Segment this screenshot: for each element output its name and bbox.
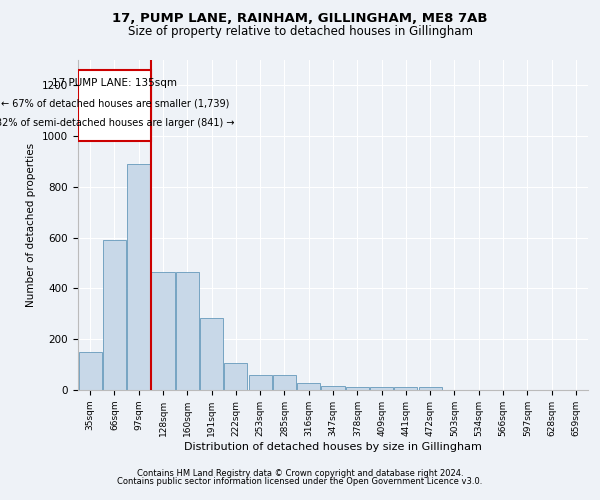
Bar xyxy=(273,375,296,390)
Bar xyxy=(103,240,126,390)
Bar xyxy=(346,387,369,390)
Text: Contains HM Land Registry data © Crown copyright and database right 2024.: Contains HM Land Registry data © Crown c… xyxy=(137,468,463,477)
Text: 17, PUMP LANE, RAINHAM, GILLINGHAM, ME8 7AB: 17, PUMP LANE, RAINHAM, GILLINGHAM, ME8 … xyxy=(112,12,488,26)
Text: ← 67% of detached houses are smaller (1,739): ← 67% of detached houses are smaller (1,… xyxy=(1,98,229,108)
Text: Size of property relative to detached houses in Gillingham: Size of property relative to detached ho… xyxy=(128,25,473,38)
Bar xyxy=(79,352,101,390)
Bar xyxy=(176,272,199,390)
Text: 17 PUMP LANE: 135sqm: 17 PUMP LANE: 135sqm xyxy=(52,78,178,88)
Bar xyxy=(127,164,150,390)
Text: 32% of semi-detached houses are larger (841) →: 32% of semi-detached houses are larger (… xyxy=(0,118,234,128)
X-axis label: Distribution of detached houses by size in Gillingham: Distribution of detached houses by size … xyxy=(184,442,482,452)
Bar xyxy=(419,388,442,390)
Bar xyxy=(151,272,175,390)
Bar xyxy=(79,70,151,141)
Bar xyxy=(297,383,320,390)
Y-axis label: Number of detached properties: Number of detached properties xyxy=(26,143,37,307)
Bar xyxy=(248,375,272,390)
Bar xyxy=(370,387,393,390)
Bar xyxy=(394,387,418,390)
Text: Contains public sector information licensed under the Open Government Licence v3: Contains public sector information licen… xyxy=(118,477,482,486)
Bar xyxy=(322,386,344,390)
Bar xyxy=(224,364,247,390)
Bar xyxy=(200,318,223,390)
